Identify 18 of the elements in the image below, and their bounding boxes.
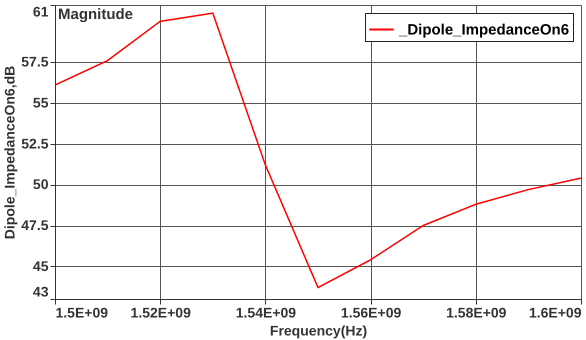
y-tick-label: 55 — [32, 94, 49, 110]
y-tick-label: 61 — [32, 4, 49, 20]
annotation: Magnitude — [58, 6, 133, 23]
x-tick-label: 1.56E+09 — [340, 304, 402, 320]
y-tick-label: 57.5 — [21, 54, 49, 70]
y-tick-label: 52.5 — [21, 135, 49, 152]
y-tick-label: 45 — [32, 258, 49, 274]
y-tick-label: 47.5 — [21, 217, 49, 233]
x-tick-label: 1.54E+09 — [236, 304, 296, 320]
legend-label: _Dipole_ImpedanceOn6 — [398, 22, 570, 38]
x-tick-label: 1.6E+09 — [528, 304, 582, 320]
x-tick-label: 1.58E+09 — [446, 304, 507, 320]
y-tick-label: 43 — [32, 284, 49, 300]
y-tick-label: 50 — [32, 176, 49, 192]
x-tick-label: 1.52E+09 — [130, 304, 192, 320]
y-axis-title: Dipole_ImpedanceOn6,dB — [1, 66, 18, 240]
x-tick-label: 1.5E+09 — [56, 304, 108, 320]
x-axis-title: Frequency(Hz) — [270, 322, 368, 338]
